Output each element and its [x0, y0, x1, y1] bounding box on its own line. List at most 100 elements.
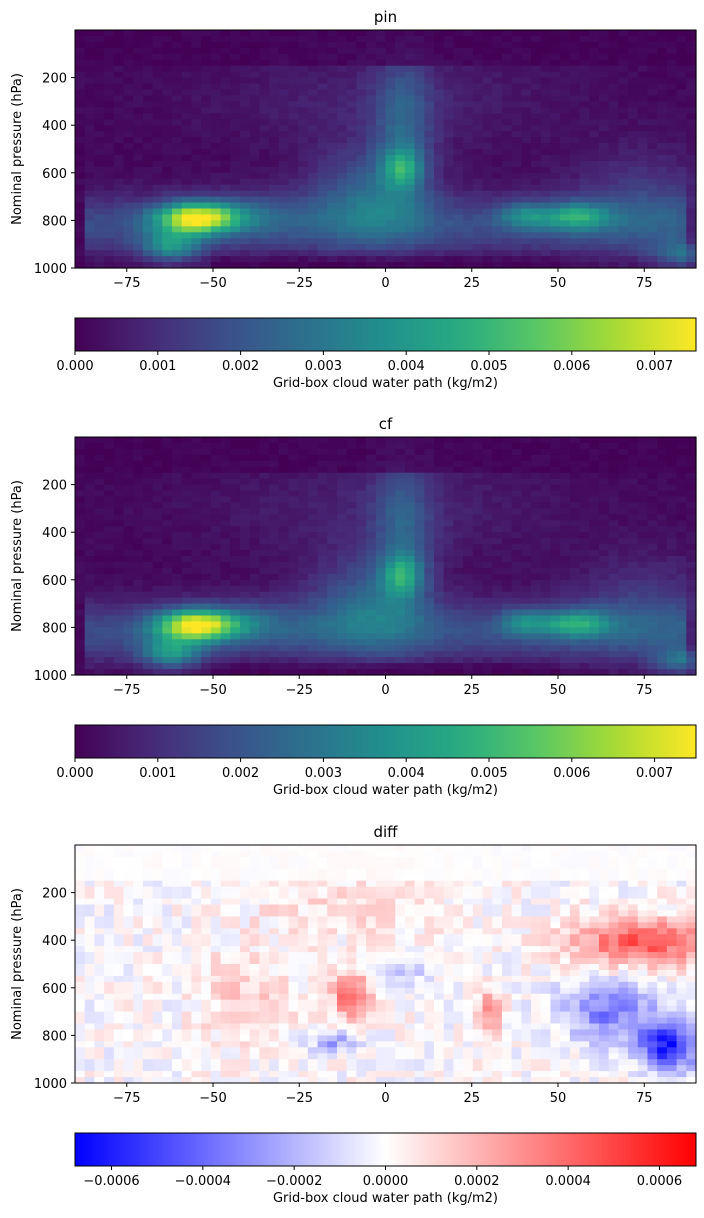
heatmap-cell — [628, 101, 639, 108]
heatmap-cell — [579, 633, 590, 640]
heatmap-cell — [356, 53, 367, 61]
heatmap-cell — [501, 65, 513, 73]
heatmap-cell — [618, 47, 629, 55]
heatmap-cell — [589, 166, 600, 174]
heatmap-cell — [501, 526, 513, 533]
heatmap-cell — [239, 532, 251, 539]
heatmap-cell — [230, 232, 241, 239]
heatmap-cell — [404, 603, 416, 611]
heatmap-cell — [172, 101, 183, 108]
heatmap-cell — [142, 615, 154, 623]
heatmap-cell — [453, 149, 464, 156]
heatmap-cell — [560, 514, 571, 521]
heatmap-cell — [181, 645, 193, 652]
heatmap-cell — [443, 472, 455, 480]
heatmap-cell — [531, 166, 542, 174]
heatmap-cell — [278, 573, 290, 581]
heatmap-cell — [424, 107, 435, 114]
heatmap-cell — [259, 59, 270, 67]
heatmap-cell — [395, 615, 406, 623]
heatmap-cell — [434, 579, 445, 587]
heatmap-cell — [618, 59, 629, 67]
heatmap-cell — [288, 107, 299, 114]
heatmap-cell — [637, 107, 649, 114]
heatmap-cell — [395, 597, 406, 605]
heatmap-cell — [113, 119, 125, 126]
heatmap-cell — [550, 172, 561, 180]
heatmap-cell — [94, 633, 105, 640]
heatmap-cell — [414, 609, 425, 617]
heatmap-cell — [628, 30, 639, 37]
heatmap-cell — [560, 466, 571, 474]
heatmap-cell — [133, 442, 144, 450]
heatmap-cell — [317, 149, 328, 156]
heatmap-cell — [123, 250, 134, 257]
heatmap-cell — [666, 143, 678, 150]
x-tick-label: 0 — [381, 276, 389, 291]
heatmap-cell — [220, 567, 231, 575]
heatmap-cell — [239, 232, 251, 239]
heatmap-cell — [278, 83, 290, 91]
heatmap-cell — [327, 143, 338, 150]
heatmap-cell — [608, 101, 619, 108]
heatmap-cell — [327, 244, 338, 251]
heatmap-cell — [181, 244, 193, 251]
heatmap-cell — [598, 113, 610, 120]
heatmap-cell — [327, 669, 338, 676]
heatmap-cell — [366, 226, 377, 233]
heatmap-cell — [239, 550, 251, 557]
heatmap-cell — [239, 107, 251, 114]
heatmap-cell — [191, 544, 202, 551]
heatmap-cell — [637, 65, 649, 73]
heatmap-cell — [618, 154, 629, 162]
heatmap-cell — [278, 95, 290, 102]
heatmap-cell — [113, 149, 125, 156]
heatmap-cell — [511, 597, 522, 605]
heatmap-cell — [259, 550, 270, 557]
heatmap-cell — [579, 591, 590, 599]
heatmap-cell — [521, 214, 532, 221]
heatmap-cell — [123, 196, 134, 204]
heatmap-cell — [560, 437, 571, 444]
heatmap-cell — [540, 65, 552, 73]
heatmap-cell — [230, 125, 241, 132]
heatmap-cell — [550, 160, 561, 168]
heatmap-cell — [443, 484, 455, 492]
heatmap-cell — [628, 597, 639, 605]
heatmap-cell — [579, 178, 590, 186]
heatmap-cell — [618, 591, 629, 599]
heatmap-cell — [181, 71, 193, 79]
heatmap-cell — [123, 208, 134, 216]
heatmap-cell — [521, 502, 532, 509]
heatmap-cell — [113, 256, 125, 263]
heatmap-cell — [191, 484, 202, 492]
heatmap-cell — [152, 53, 163, 61]
heatmap-cell — [482, 125, 493, 132]
heatmap-cell — [259, 232, 270, 239]
heatmap-cell — [346, 184, 357, 192]
heatmap-cell — [133, 502, 144, 509]
heatmap-cell — [307, 226, 319, 233]
heatmap-cell — [210, 238, 222, 245]
heatmap-cell — [162, 490, 173, 498]
heatmap-cell — [278, 597, 290, 605]
heatmap-cell — [133, 47, 144, 55]
heatmap-cell — [404, 502, 416, 509]
heatmap-cell — [356, 89, 367, 97]
heatmap-cell — [220, 196, 231, 204]
heatmap-cell — [220, 657, 231, 664]
heatmap-cell — [492, 172, 503, 180]
panel-cf: cf−75 −50 −25 0 25 50 752004006008001000Nomina… — [10, 415, 697, 798]
heatmap-cell — [239, 220, 251, 227]
heatmap-cell — [375, 30, 387, 37]
heatmap-cell — [249, 190, 260, 198]
heatmap-cell — [569, 663, 581, 670]
heatmap-cell — [269, 526, 280, 533]
heatmap-cell — [191, 107, 202, 114]
heatmap-cell — [463, 59, 474, 67]
heatmap-cell — [550, 65, 561, 73]
heatmap-cell — [385, 573, 396, 581]
heatmap-cell — [511, 208, 522, 216]
heatmap-cell — [307, 137, 319, 144]
heatmap-cell — [210, 226, 222, 233]
